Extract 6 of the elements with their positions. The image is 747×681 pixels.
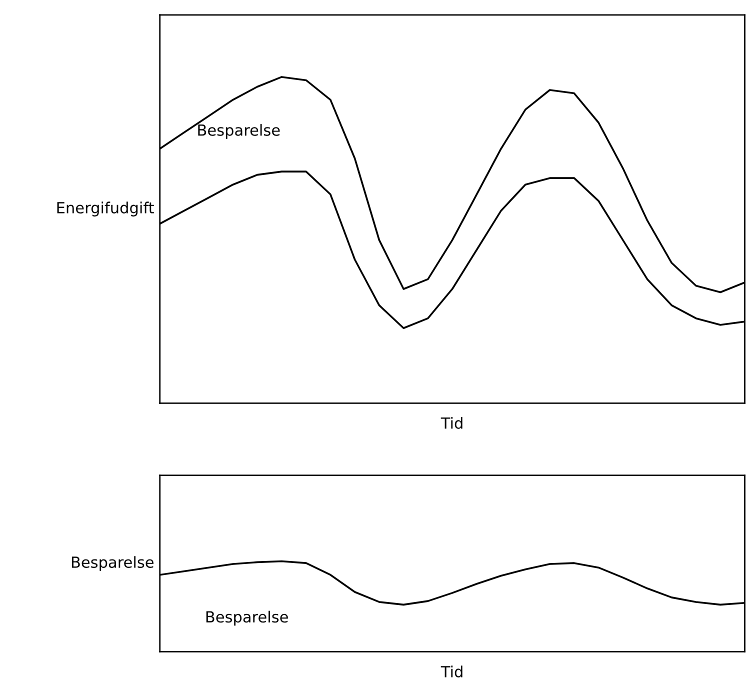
x-axis-title: Tid [440,417,462,429]
annotation: Besparelse [206,610,288,626]
x-axis-title: Tid [440,666,462,678]
y-axis-title: Energifudgift [57,202,154,216]
y-axis-title: Besparelse [72,556,154,571]
annotation: Besparelse [198,124,280,139]
